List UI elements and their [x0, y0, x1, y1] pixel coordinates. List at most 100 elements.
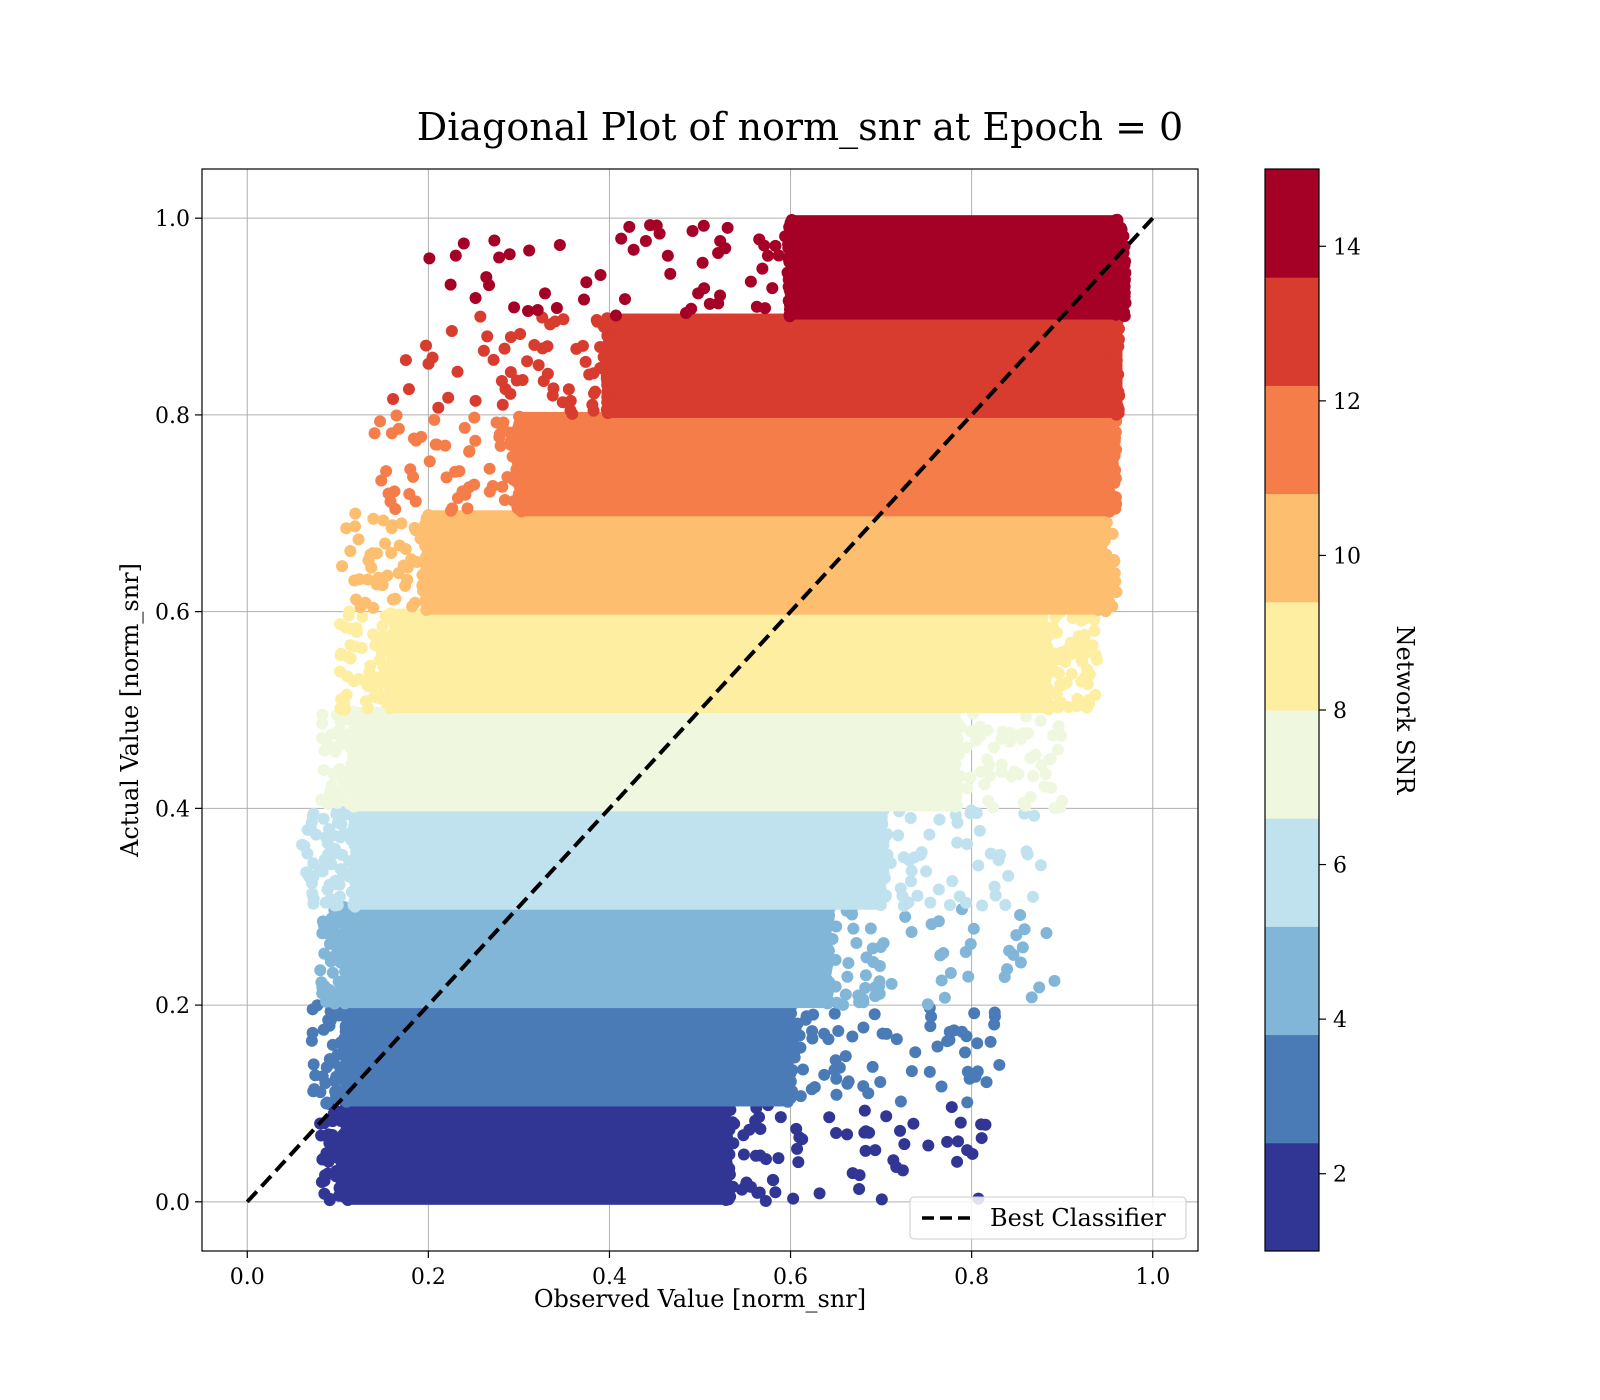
scatter-point — [494, 439, 507, 452]
scatter-point — [553, 238, 566, 251]
scatter-point — [841, 970, 854, 983]
scatter-point — [952, 1135, 965, 1148]
scatter-point — [319, 896, 332, 909]
scatter-point — [322, 798, 335, 811]
scatter-point — [950, 738, 963, 751]
scatter-point — [1052, 720, 1065, 733]
scatter-point — [946, 875, 959, 888]
scatter-point — [348, 900, 361, 913]
scatter-point — [349, 707, 362, 720]
scatter-point — [488, 234, 501, 247]
scatter-point — [875, 1193, 888, 1206]
colorbar-segment — [1265, 926, 1319, 1036]
scatter-point — [350, 593, 363, 606]
scatter-point — [1024, 790, 1037, 803]
scatter-point — [822, 1033, 835, 1046]
snr-band-3 — [314, 901, 1061, 1011]
scatter-point — [380, 697, 393, 710]
scatter-point — [340, 968, 353, 981]
scatter-point — [996, 725, 1009, 738]
scatter-point — [664, 267, 677, 280]
scatter-point — [726, 1180, 739, 1193]
scatter-point — [845, 908, 858, 921]
band-core — [392, 608, 1045, 713]
scatter-point — [907, 1117, 920, 1130]
scatter-point — [639, 234, 652, 247]
scatter-point — [774, 1111, 787, 1124]
scatter-point — [421, 524, 434, 537]
scatter-point — [374, 677, 387, 690]
scatter-point — [954, 1116, 967, 1129]
scatter-point — [564, 394, 577, 407]
scatter-point — [316, 927, 329, 940]
scatter-point — [429, 438, 442, 451]
scatter-point — [1029, 748, 1042, 761]
scatter-point — [446, 502, 459, 515]
scatter-point — [422, 539, 435, 552]
scatter-point — [442, 391, 455, 404]
scatter-point — [1089, 688, 1102, 701]
scatter-point — [389, 503, 402, 516]
scatter-point — [498, 342, 511, 355]
scatter-point — [796, 1063, 809, 1076]
scatter-point — [853, 1169, 866, 1182]
scatter-point — [343, 827, 356, 840]
scatter-point — [875, 851, 888, 864]
x-axis-label: Observed Value [norm_snr] — [534, 1285, 866, 1313]
scatter-point — [1014, 732, 1027, 745]
scatter-point — [719, 242, 732, 255]
scatter-point — [423, 455, 436, 468]
scatter-point — [385, 546, 398, 559]
colorbar-segment — [1265, 818, 1319, 927]
scatter-point — [317, 764, 330, 777]
scatter-point — [339, 1021, 352, 1034]
scatter-point — [847, 922, 860, 935]
scatter-point — [934, 949, 947, 962]
scatter-point — [724, 1103, 737, 1116]
scatter-point — [326, 966, 339, 979]
scatter-point — [841, 1077, 854, 1090]
scatter-point — [344, 545, 357, 558]
scatter-point — [944, 967, 957, 980]
scatter-point — [830, 1127, 843, 1140]
scatter-point — [537, 374, 550, 387]
scatter-point — [386, 519, 399, 532]
scatter-point — [333, 890, 346, 903]
scatter-point — [512, 502, 525, 515]
scatter-point — [877, 937, 890, 950]
scatter-point — [399, 579, 412, 592]
scatter-point — [839, 988, 852, 1001]
scatter-point — [754, 1122, 767, 1135]
scatter-point — [309, 1069, 322, 1082]
scatter-point — [349, 885, 362, 898]
scatter-point — [461, 502, 474, 515]
scatter-point — [316, 708, 329, 721]
scatter-point — [403, 488, 416, 501]
scatter-point — [894, 1124, 907, 1137]
scatter-point — [349, 520, 362, 533]
scatter-point — [1093, 535, 1106, 548]
scatter-point — [1111, 288, 1124, 301]
scatter-point — [587, 367, 600, 380]
scatter-point — [483, 485, 496, 498]
scatter-point — [382, 487, 395, 500]
scatter-point — [984, 1035, 997, 1048]
snr-band-6 — [333, 605, 1103, 716]
scatter-point — [306, 1003, 319, 1016]
scatter-point — [541, 340, 554, 353]
scatter-point — [899, 910, 912, 923]
scatter-point — [995, 758, 1008, 771]
scatter-point — [685, 302, 698, 315]
scatter-point — [750, 300, 763, 313]
scatter-point — [328, 1147, 341, 1160]
scatter-point — [806, 1032, 819, 1045]
scatter-point — [644, 219, 657, 232]
scatter-point — [890, 1161, 903, 1174]
scatter-point — [477, 344, 490, 357]
scatter-point — [728, 1117, 741, 1130]
scatter-point — [1044, 752, 1057, 765]
scatter-point — [576, 339, 589, 352]
scatter-point — [368, 427, 381, 440]
scatter-point — [961, 838, 974, 851]
scatter-point — [381, 660, 394, 673]
